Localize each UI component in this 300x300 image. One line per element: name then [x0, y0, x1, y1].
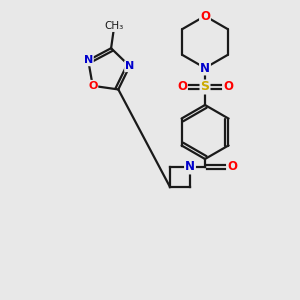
Text: O: O	[177, 80, 187, 94]
Text: N: N	[125, 61, 134, 71]
Text: N: N	[200, 61, 210, 74]
Text: O: O	[88, 81, 98, 91]
Text: CH₃: CH₃	[105, 21, 124, 32]
Text: O: O	[200, 10, 210, 22]
Text: O: O	[223, 80, 233, 94]
Text: N: N	[185, 160, 195, 173]
Text: O: O	[227, 160, 237, 173]
Text: S: S	[200, 80, 209, 94]
Text: N: N	[84, 55, 93, 65]
